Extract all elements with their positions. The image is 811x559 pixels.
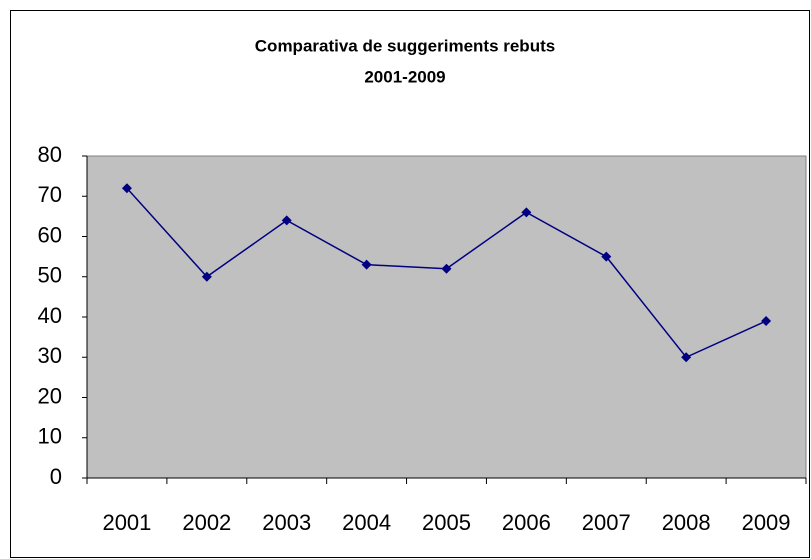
chart-subtitle: 2001-2009 — [364, 67, 445, 86]
marker — [441, 263, 452, 274]
x-tick-label: 2009 — [742, 510, 791, 535]
x-tick-label: 2003 — [262, 510, 311, 535]
y-tick-label: 70 — [38, 182, 62, 207]
marker — [361, 259, 372, 270]
y-tick-label: 10 — [38, 424, 62, 449]
y-tick-label: 20 — [38, 383, 62, 408]
plot-area — [86, 155, 807, 479]
chart-title: Comparativa de suggeriments rebuts — [255, 36, 555, 55]
x-tick-label: 2001 — [102, 510, 151, 535]
y-tick-label: 80 — [38, 142, 62, 167]
marker — [761, 316, 772, 327]
x-tick-label: 2005 — [422, 510, 471, 535]
marker — [521, 207, 532, 218]
y-tick-label: 30 — [38, 343, 62, 368]
x-tick-label: 2004 — [342, 510, 391, 535]
y-tick-label: 60 — [38, 222, 62, 247]
x-tick-label: 2008 — [662, 510, 711, 535]
y-tick-label: 0 — [50, 464, 62, 489]
y-tick-label: 40 — [38, 303, 62, 328]
marker — [281, 215, 292, 226]
x-tick-label: 2007 — [582, 510, 631, 535]
x-tick-label: 2006 — [502, 510, 551, 535]
marker — [601, 251, 612, 262]
marker — [201, 271, 212, 282]
x-tick-label: 2002 — [182, 510, 231, 535]
y-tick-label: 50 — [38, 263, 62, 288]
marker — [121, 183, 132, 194]
marker — [681, 352, 692, 363]
